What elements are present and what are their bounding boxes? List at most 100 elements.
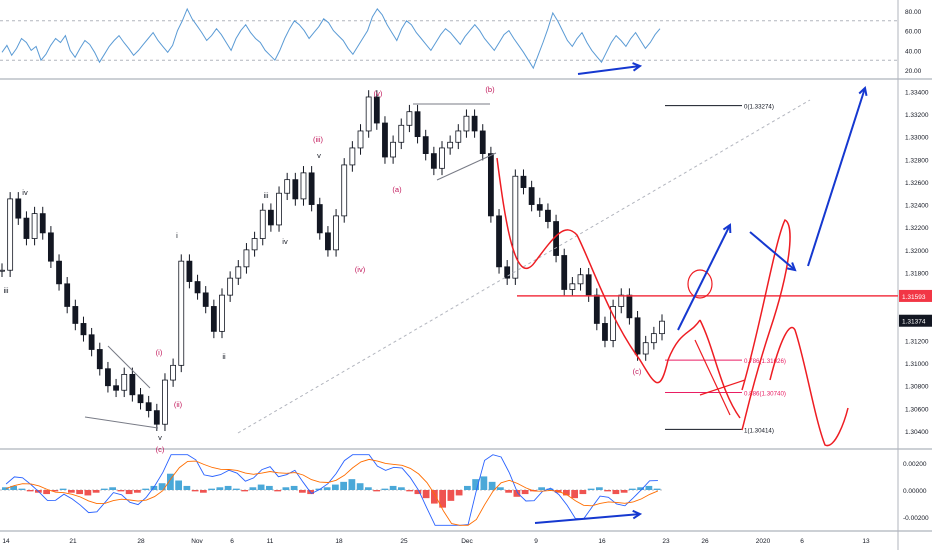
candle-body: [64, 283, 71, 307]
candle: [365, 90, 372, 138]
candle-body: [267, 209, 274, 226]
candle-body: [88, 334, 95, 350]
candle: [357, 124, 364, 155]
candle: [659, 314, 665, 341]
trend-line[interactable]: [84, 416, 159, 429]
macd-histogram-bar: [26, 490, 34, 492]
candle: [439, 141, 445, 176]
price-tick-label: 1.33400: [905, 89, 929, 96]
wave-label: (iii): [313, 135, 323, 144]
wave-label: iii: [264, 191, 269, 200]
projection-arrow-blue[interactable]: [677, 223, 732, 331]
candle-body: [80, 323, 87, 336]
candle-body: [333, 215, 339, 251]
time-tick-label: 9: [534, 538, 538, 545]
candle-body: [479, 130, 486, 154]
candle: [422, 129, 429, 161]
candle-body: [316, 204, 323, 234]
candle: [39, 206, 46, 240]
candle: [471, 109, 478, 138]
candle: [626, 288, 633, 325]
fib-level-label: 1(1.30414): [744, 427, 774, 434]
candle: [430, 146, 437, 176]
candle-body: [430, 153, 437, 169]
candle-body: [496, 215, 502, 268]
candle-body: [618, 294, 625, 307]
wave-label: (a): [392, 185, 402, 194]
candle: [105, 361, 111, 393]
macd-histogram-bar: [224, 485, 232, 490]
rsi-panel: 80.00 60.00 40.00 20.00: [0, 7, 922, 75]
candle-body: [39, 213, 46, 234]
candle-body: [577, 274, 584, 285]
candle-body: [56, 260, 62, 285]
candle: [577, 267, 584, 291]
candle-body: [0, 269, 5, 272]
drawing-annotations[interactable]: [84, 62, 868, 524]
projection-path-red[interactable]: [699, 319, 741, 419]
projection-arrow-blue[interactable]: [749, 231, 797, 272]
macd-divergence-arrow[interactable]: [534, 509, 643, 524]
time-tick-label: 2020: [756, 538, 771, 545]
candle: [406, 104, 413, 133]
rsi-tick-label: 60.00: [905, 29, 922, 36]
candle: [512, 169, 519, 285]
candle-body: [15, 198, 22, 219]
candle-body: [634, 317, 641, 355]
macd-histogram-bar: [257, 484, 265, 490]
candle-body: [96, 349, 103, 370]
candle: [634, 310, 641, 361]
price-tick-label: 1.31800: [905, 270, 929, 277]
candle: [186, 254, 193, 289]
macd-histogram-bar: [596, 487, 603, 490]
candle-body: [113, 385, 119, 391]
projection-arrow-blue[interactable]: [807, 86, 868, 267]
macd-histogram-bar: [439, 490, 446, 508]
projection-cross[interactable]: [699, 379, 746, 396]
projection-path-red[interactable]: [496, 157, 701, 384]
wave-label: iii: [4, 286, 9, 295]
macd-histogram-bar: [125, 490, 133, 495]
macd-histogram-bar: [447, 490, 455, 501]
candle: [72, 299, 79, 331]
macd-histogram-bar: [406, 490, 413, 492]
candle: [267, 203, 274, 232]
trend-line[interactable]: [107, 345, 151, 389]
macd-histogram-bar: [563, 490, 570, 496]
macd-histogram-bar: [587, 488, 595, 490]
projection-path-red[interactable]: [741, 218, 791, 431]
candle: [23, 211, 30, 246]
candle: [300, 166, 307, 206]
time-tick-label: 23: [662, 538, 670, 545]
rsi-divergence-arrow[interactable]: [577, 62, 643, 75]
candle: [276, 186, 282, 232]
dashed-channel-line[interactable]: [237, 99, 811, 434]
macd-tick-label: 0.00000: [903, 488, 927, 495]
candle-body: [365, 96, 372, 132]
candle: [528, 180, 535, 212]
projection-cross[interactable]: [694, 339, 731, 416]
candle: [341, 158, 348, 223]
candle: [56, 254, 62, 291]
candle-body: [422, 136, 429, 155]
candle: [227, 271, 234, 302]
highlight-circle[interactable]: [687, 269, 713, 299]
rsi-line: [1, 7, 661, 70]
candle-body: [243, 249, 250, 268]
horizontal-level-label: 1.31593: [902, 294, 926, 301]
candle: [145, 395, 152, 418]
macd-histogram-bar: [340, 481, 347, 490]
candle-body: [545, 209, 551, 222]
price-tick-label: 1.31200: [905, 338, 929, 345]
last-price-label: 1.31374: [902, 319, 926, 326]
candle: [162, 373, 168, 432]
projection-path-red[interactable]: [769, 326, 849, 447]
arrow-head: [786, 262, 797, 272]
arrow-shaft: [749, 231, 796, 271]
candle-body: [170, 364, 177, 381]
candle: [536, 197, 543, 218]
macd-histogram-bar: [505, 490, 512, 493]
candle: [121, 367, 128, 398]
trend-line[interactable]: [436, 152, 497, 181]
